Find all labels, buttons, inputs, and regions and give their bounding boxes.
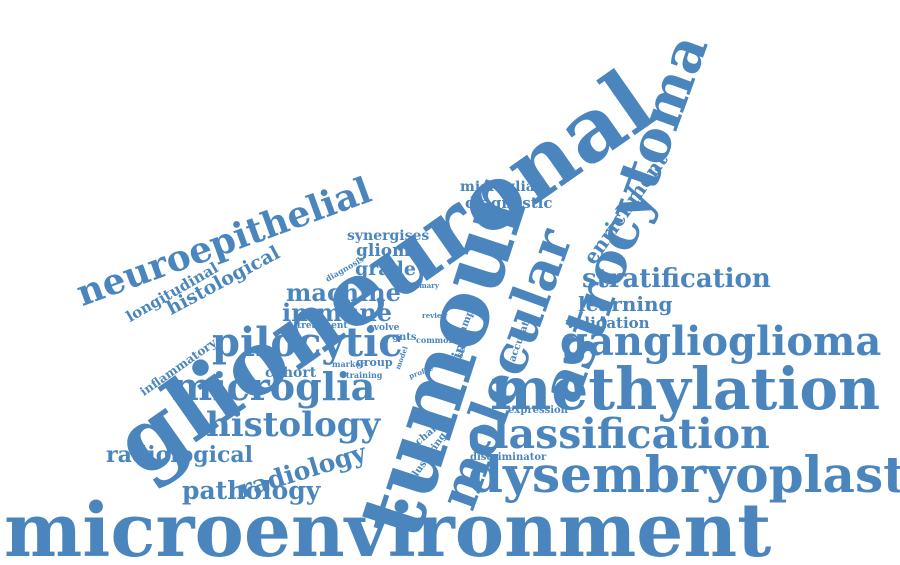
word-review: review (422, 311, 448, 320)
word-evolve: evolve (368, 323, 400, 333)
word-radiological: radiological (106, 442, 254, 468)
word-machine: machine (286, 278, 401, 307)
word-training: training (346, 370, 383, 380)
word-pathology: pathology (182, 476, 321, 505)
word-cohort: cohort (265, 365, 317, 381)
word-stratification: stratification (582, 264, 771, 294)
word-pilocytic: pilocytic (212, 319, 403, 366)
word-primary: primary (408, 281, 439, 290)
word-common: common (416, 335, 455, 345)
word-group: group (356, 356, 393, 369)
word-microenvironment: microenvironment (4, 488, 772, 565)
word-dysembryoplastic: dysembryoplastic (468, 445, 900, 504)
word-ganglioglioma: ganglioglioma (560, 318, 882, 365)
word-validation: validation (566, 314, 650, 332)
word-synergises: synergises (347, 228, 430, 244)
word-gnts: gnts (392, 332, 417, 343)
word-expression: expression (508, 405, 568, 416)
word-grade: grade (355, 258, 416, 280)
word-microglia: microglia (172, 364, 376, 409)
word-treatment: treatment (297, 321, 348, 331)
word-microglial: microglial (460, 179, 541, 195)
word-diagnostic: diagnostic (465, 194, 553, 212)
word-immune: immune (282, 298, 393, 327)
word-glioma: glioma (356, 241, 422, 261)
word-methylation: methylation (490, 355, 881, 423)
word-discriminator: discriminator (470, 452, 547, 463)
word-marker: marker (332, 359, 365, 369)
word-histology: histology (206, 405, 381, 445)
word-classification: classification (468, 410, 770, 458)
word-learning: learning (578, 292, 673, 316)
